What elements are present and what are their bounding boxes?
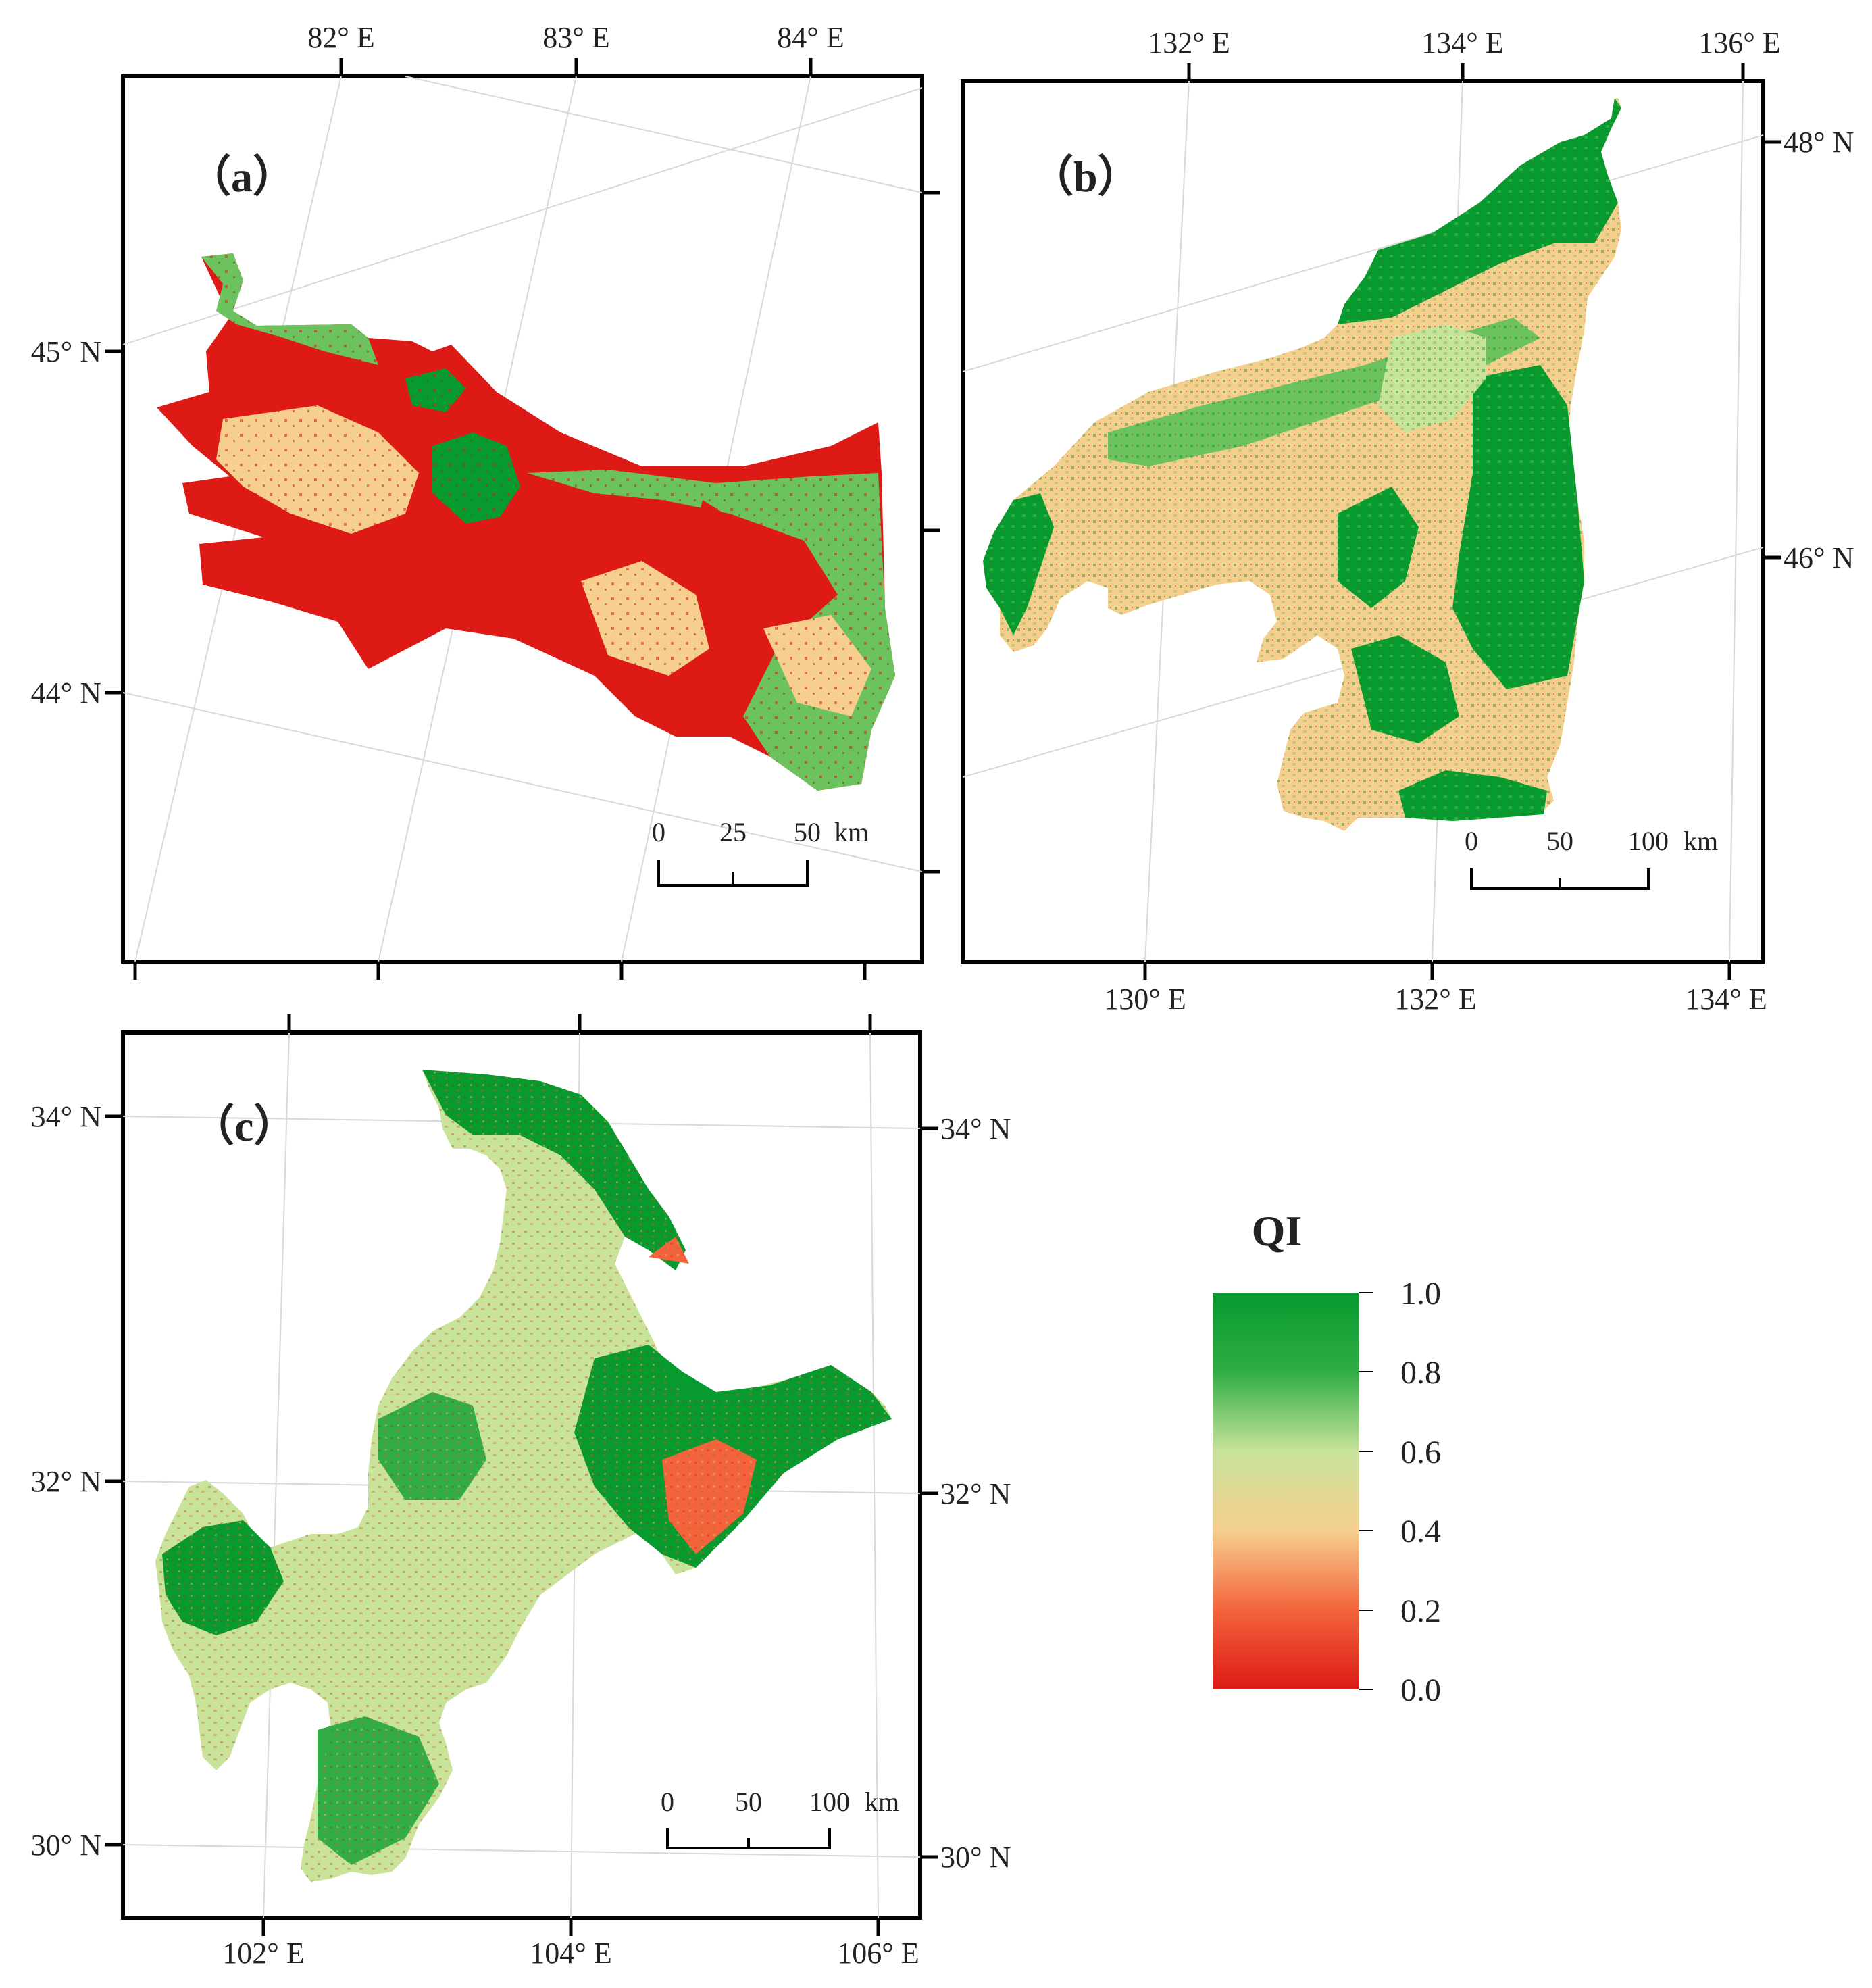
panel-c-left-tick-label: 30° N: [31, 1829, 101, 1862]
panel-a-frame: [121, 74, 924, 964]
panel-b-right-tick-label: 48° N: [1784, 126, 1854, 159]
panel-c-bottom-tick-label: 102° E: [222, 1937, 304, 1970]
legend-title: QI: [1252, 1207, 1302, 1255]
panel-c-bottom-axis: 102° E 104° E 106° E: [222, 1918, 919, 1970]
panel-b: （b） 132° E 134° E 136° E 48° N 46° N 130…: [961, 26, 1854, 1016]
panel-c-label: （c）: [191, 1102, 297, 1150]
panel-b-bottom-tick-label: 130° E: [1104, 983, 1186, 1016]
panel-b-top-tick-label: 136° E: [1698, 26, 1780, 59]
panel-c-scale-bar: 0 50 100 km: [661, 1787, 899, 1849]
panel-a-top-axis: 82° E 83° E 84° E: [307, 21, 844, 76]
qi-legend: QI 1.0 0.8 0.6 0.4 0.2 0.0: [1213, 1207, 1441, 1708]
panel-a-left-tick-label: 45° N: [31, 335, 101, 368]
panel-b-frame: [961, 79, 1765, 964]
panel-b-right-tick-label: 46° N: [1784, 541, 1854, 574]
panel-c: （c） 34° N 32° N 30° N 34° N 32° N 30° N …: [31, 1014, 1011, 1970]
scale-b-unit: km: [1684, 826, 1718, 856]
legend-tick-label: 1.0: [1400, 1276, 1441, 1312]
scale-a-tick-0: 0: [652, 817, 665, 847]
scale-c-tick-2: 100: [809, 1787, 850, 1817]
panel-c-right-axis: 34° N 32° N 30° N: [920, 1112, 1011, 1874]
scale-b-tick-0: 0: [1465, 826, 1478, 856]
panel-b-top-axis: 132° E 134° E 136° E: [1148, 26, 1781, 81]
scale-b-tick-1: 50: [1546, 826, 1573, 856]
scale-a-tick-1: 25: [719, 817, 747, 847]
panel-c-frame: [121, 1030, 922, 1920]
scale-a-unit: km: [834, 817, 869, 847]
panel-b-bottom-tick-label: 132° E: [1394, 983, 1476, 1016]
panel-c-left-tick-label: 32° N: [31, 1465, 101, 1498]
panel-b-bottom-tick-label: 134° E: [1685, 983, 1767, 1016]
panel-c-right-tick-label: 32° N: [940, 1477, 1011, 1510]
panel-b-scale-bar: 0 50 100 km: [1465, 826, 1718, 890]
panel-c-bottom-tick-label: 104° E: [530, 1937, 611, 1970]
panel-c-left-tick-label: 34° N: [31, 1100, 101, 1133]
legend-color-ramp: [1213, 1293, 1359, 1689]
panel-c-bottom-tick-label: 106° E: [837, 1937, 919, 1970]
scale-c-tick-0: 0: [661, 1787, 674, 1817]
legend-tick-label: 0.2: [1400, 1593, 1441, 1629]
scale-c-tick-1: 50: [735, 1787, 762, 1817]
panel-a: （a） 82° E 83° E 84° E 45° N 44° N: [31, 21, 940, 980]
legend-tick-label: 0.0: [1400, 1672, 1441, 1708]
panel-b-right-axis: 48° N 46° N: [1763, 126, 1854, 574]
panel-a-label: （a）: [188, 153, 296, 201]
panel-b-bottom-axis: 130° E 132° E 134° E: [1104, 962, 1767, 1016]
panel-c-top-ticks: [287, 1014, 872, 1033]
panel-a-right-ticks: [922, 191, 940, 874]
scale-c-unit: km: [865, 1787, 899, 1817]
panel-c-right-tick-label: 34° N: [940, 1112, 1011, 1145]
panel-a-scale-bar: 0 25 50 km: [652, 817, 869, 887]
panel-b-map: [983, 98, 1621, 831]
panel-a-top-tick-label: 84° E: [777, 21, 844, 54]
panel-b-top-tick-label: 132° E: [1148, 26, 1230, 59]
panel-b-label: （b）: [1030, 153, 1141, 201]
legend-ticks: [1359, 1292, 1373, 1690]
scale-a-tick-2: 50: [794, 817, 821, 847]
panel-a-left-axis: 45° N 44° N: [31, 335, 123, 710]
panel-a-map: [157, 253, 895, 791]
scale-b-tick-2: 100: [1628, 826, 1669, 856]
panel-c-map: [155, 1070, 892, 1882]
panel-b-top-tick-label: 134° E: [1421, 26, 1503, 59]
legend-tick-label: 0.4: [1400, 1514, 1441, 1549]
panel-a-top-tick-label: 82° E: [307, 21, 374, 54]
legend-tick-label: 0.6: [1400, 1435, 1441, 1470]
panel-a-left-tick-label: 44° N: [31, 676, 101, 710]
panel-a-top-tick-label: 83° E: [542, 21, 609, 54]
legend-tick-label: 0.8: [1400, 1355, 1441, 1391]
panel-a-bottom-ticks: [133, 962, 867, 980]
panel-c-left-axis: 34° N 32° N 30° N: [31, 1100, 123, 1862]
panel-c-right-tick-label: 30° N: [940, 1841, 1011, 1874]
